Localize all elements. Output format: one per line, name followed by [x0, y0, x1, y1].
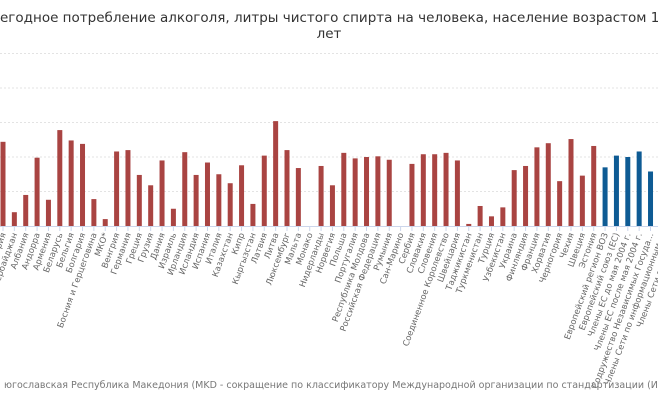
- bar[interactable]: [625, 157, 631, 226]
- bar[interactable]: [466, 223, 472, 226]
- bar[interactable]: [125, 150, 131, 226]
- bar[interactable]: [409, 163, 415, 226]
- bar[interactable]: [545, 143, 551, 226]
- bar[interactable]: [341, 152, 347, 226]
- bar[interactable]: [523, 165, 529, 226]
- bar[interactable]: [0, 141, 6, 226]
- bar[interactable]: [648, 171, 654, 226]
- bar[interactable]: [159, 160, 165, 226]
- bars: [0, 121, 654, 226]
- bar[interactable]: [182, 152, 188, 226]
- bar[interactable]: [34, 157, 40, 226]
- bar[interactable]: [318, 165, 324, 226]
- bar[interactable]: [216, 174, 222, 226]
- bar[interactable]: [170, 208, 176, 226]
- bar[interactable]: [420, 154, 426, 226]
- bar[interactable]: [23, 194, 29, 226]
- bar[interactable]: [91, 199, 97, 226]
- bar[interactable]: [102, 219, 108, 226]
- x-ticks: [2, 226, 652, 231]
- bar[interactable]: [11, 212, 17, 226]
- chart-title-line-2: лет: [317, 26, 342, 42]
- bar[interactable]: [591, 145, 597, 226]
- bar[interactable]: [534, 147, 540, 226]
- bar[interactable]: [364, 157, 370, 226]
- bar[interactable]: [148, 185, 154, 226]
- bar[interactable]: [579, 175, 585, 226]
- bar[interactable]: [613, 155, 619, 226]
- bar[interactable]: [454, 160, 460, 226]
- bar[interactable]: [45, 199, 51, 226]
- bar[interactable]: [329, 185, 335, 226]
- bar[interactable]: [239, 165, 245, 226]
- bar[interactable]: [273, 121, 279, 226]
- bar[interactable]: [114, 151, 120, 226]
- bar[interactable]: [568, 139, 574, 226]
- bar[interactable]: [488, 216, 494, 226]
- bar[interactable]: [511, 170, 517, 226]
- bar[interactable]: [68, 140, 74, 226]
- bar[interactable]: [57, 130, 63, 226]
- bar[interactable]: [295, 168, 301, 226]
- bar[interactable]: [636, 151, 642, 226]
- bar[interactable]: [432, 154, 438, 226]
- chart-title-line-1: егодное потребление алкоголя, литры чист…: [0, 10, 658, 26]
- bar[interactable]: [386, 159, 392, 226]
- bar[interactable]: [477, 205, 483, 226]
- bar[interactable]: [193, 174, 199, 226]
- bar[interactable]: [352, 158, 358, 226]
- bar[interactable]: [227, 183, 233, 226]
- bar[interactable]: [375, 156, 381, 226]
- x-axis-labels: АвстрияАзербайджанАлбанияАндорраАрменияБ…: [0, 231, 658, 390]
- bar[interactable]: [80, 143, 86, 226]
- bar[interactable]: [557, 181, 563, 226]
- footnote: югославская Республика Македония (MKD - …: [4, 380, 658, 391]
- bar[interactable]: [250, 203, 256, 226]
- bar[interactable]: [602, 167, 608, 226]
- bar[interactable]: [136, 174, 142, 226]
- bar[interactable]: [261, 155, 267, 226]
- bar[interactable]: [204, 162, 210, 226]
- bar[interactable]: [284, 150, 290, 226]
- bar[interactable]: [500, 207, 506, 226]
- bar[interactable]: [443, 152, 449, 226]
